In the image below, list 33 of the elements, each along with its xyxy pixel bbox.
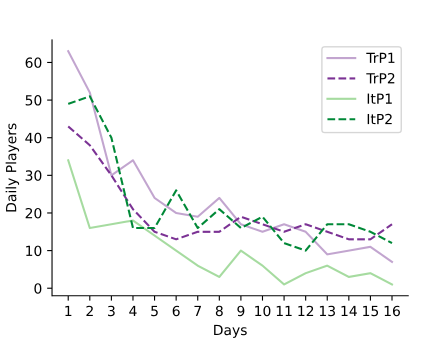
x-tick-label: 2 [86, 306, 93, 316]
x-tick-label: 10 [255, 306, 270, 316]
x-tick-label: 5 [151, 306, 158, 316]
y-tick-label: 50 [26, 95, 42, 106]
legend-label: TrP2 [366, 73, 394, 84]
line-series [67, 159, 394, 286]
y-tick-label: 10 [26, 246, 42, 256]
y-tick-label: 0 [34, 283, 42, 294]
x-tick-label: 12 [298, 306, 314, 316]
x-tick-label: 7 [194, 306, 201, 316]
x-tick-label: 13 [320, 306, 335, 316]
x-tick-label: 15 [363, 306, 378, 316]
x-tick-label: 14 [342, 306, 357, 316]
x-tick-label: 16 [384, 306, 400, 316]
line-series [67, 125, 394, 240]
line-series [67, 95, 394, 252]
x-tick-label: 11 [276, 306, 292, 316]
line-series [67, 50, 394, 263]
x-tick-label: 3 [108, 306, 115, 316]
legend-label: ItP1 [368, 94, 392, 104]
x-axis-title: Days [214, 324, 247, 338]
x-tick-label: 1 [65, 306, 72, 316]
legend-label: TrP1 [366, 52, 394, 63]
legend-label: ItP2 [368, 114, 392, 124]
x-tick-label: 9 [237, 306, 244, 316]
y-tick-label: 30 [26, 170, 42, 181]
x-tick-label: 4 [129, 306, 137, 316]
y-tick-label: 60 [26, 57, 42, 68]
y-tick-label: 40 [25, 132, 42, 144]
y-tick-label: 20 [26, 208, 42, 218]
x-tick-label: 6 [172, 306, 180, 316]
y-axis-title: Daily Players [6, 123, 20, 212]
x-tick-label: 8 [216, 306, 223, 316]
